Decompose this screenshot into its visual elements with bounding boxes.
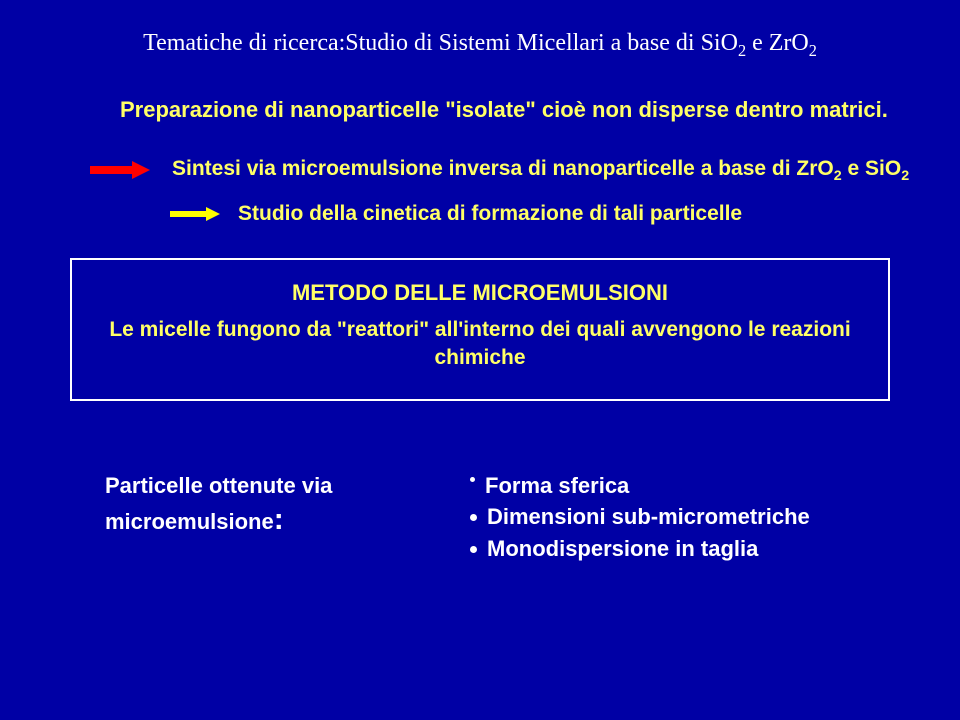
- studio-row: Studio della cinetica di formazione di t…: [50, 202, 910, 226]
- bottom-left-label: Particelle ottenute via microemulsione:: [105, 471, 435, 541]
- sintesi-mid: e SiO: [842, 157, 902, 180]
- studio-text: Studio della cinetica di formazione di t…: [238, 202, 742, 226]
- list-item: Forma sferica: [470, 471, 910, 501]
- method-box: METODO DELLE MICROEMULSIONI Le micelle f…: [70, 258, 890, 401]
- sintesi-sub1: 2: [834, 168, 842, 184]
- bottom-section: Particelle ottenute via microemulsione: …: [50, 471, 910, 566]
- method-body: Le micelle fungono da "reattori" all'int…: [102, 316, 858, 373]
- bullet-icon: [470, 546, 477, 553]
- sintesi-pre: Sintesi via microemulsione inversa di na…: [172, 157, 834, 180]
- title-sub2: 2: [809, 41, 817, 60]
- slide-content: Tematiche di ricerca:Studio di Sistemi M…: [0, 0, 960, 720]
- bottom-left-colon: :: [274, 503, 284, 536]
- arrow-yellow-icon: [170, 207, 220, 221]
- list-item-text: Forma sferica: [485, 471, 629, 501]
- title-text-pre: Tematiche di ricerca:Studio di Sistemi M…: [143, 30, 738, 56]
- list-item: Monodispersione in taglia: [470, 534, 910, 564]
- list-item-text: Monodispersione in taglia: [487, 534, 758, 564]
- sintesi-row: Sintesi via microemulsione inversa di na…: [50, 157, 910, 184]
- preparation-text: Preparazione di nanoparticelle "isolate"…: [50, 95, 910, 125]
- sintesi-sub2: 2: [901, 168, 909, 184]
- title-sub1: 2: [738, 41, 746, 60]
- bullet-icon: [470, 514, 477, 521]
- method-heading: METODO DELLE MICROEMULSIONI: [102, 280, 858, 306]
- title-text-mid: e ZrO: [746, 30, 809, 56]
- slide-title: Tematiche di ricerca:Studio di Sistemi M…: [50, 28, 910, 61]
- list-item-text: Dimensioni sub-micrometriche: [487, 502, 810, 532]
- bottom-right-list: Forma sferica Dimensioni sub-micrometric…: [435, 471, 910, 566]
- arrow-red-icon: [90, 161, 150, 179]
- bottom-left-line2-pre: microemulsione: [105, 509, 274, 534]
- sintesi-text: Sintesi via microemulsione inversa di na…: [172, 157, 909, 184]
- bottom-left-line1: Particelle ottenute via: [105, 473, 332, 498]
- list-item: Dimensioni sub-micrometriche: [470, 502, 910, 532]
- bullet-icon: [470, 477, 475, 482]
